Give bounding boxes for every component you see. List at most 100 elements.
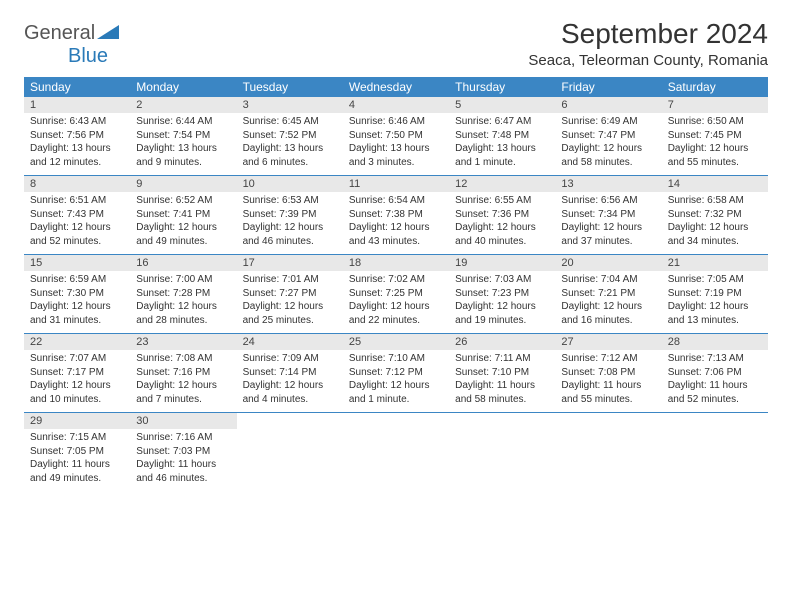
calendar-cell: 30Sunrise: 7:16 AMSunset: 7:03 PMDayligh… bbox=[130, 413, 236, 491]
day-number: 25 bbox=[343, 334, 449, 350]
calendar-cell: 11Sunrise: 6:54 AMSunset: 7:38 PMDayligh… bbox=[343, 176, 449, 254]
day-number: 14 bbox=[662, 176, 768, 192]
calendar: Sunday Monday Tuesday Wednesday Thursday… bbox=[24, 77, 768, 491]
day-detail: Sunrise: 7:01 AMSunset: 7:27 PMDaylight:… bbox=[237, 271, 343, 331]
day-header-tuesday: Tuesday bbox=[237, 77, 343, 97]
day-detail: Sunrise: 7:07 AMSunset: 7:17 PMDaylight:… bbox=[24, 350, 130, 410]
day-header-saturday: Saturday bbox=[662, 77, 768, 97]
day-number: 13 bbox=[555, 176, 661, 192]
day-number: 10 bbox=[237, 176, 343, 192]
title-block: September 2024 Seaca, Teleorman County, … bbox=[528, 18, 768, 69]
logo-triangle-icon bbox=[97, 25, 119, 39]
calendar-cell: 19Sunrise: 7:03 AMSunset: 7:23 PMDayligh… bbox=[449, 255, 555, 333]
day-detail: Sunrise: 7:12 AMSunset: 7:08 PMDaylight:… bbox=[555, 350, 661, 410]
calendar-cell bbox=[555, 413, 661, 491]
calendar-cell: 28Sunrise: 7:13 AMSunset: 7:06 PMDayligh… bbox=[662, 334, 768, 412]
day-number: 22 bbox=[24, 334, 130, 350]
day-header-friday: Friday bbox=[555, 77, 661, 97]
day-detail: Sunrise: 7:09 AMSunset: 7:14 PMDaylight:… bbox=[237, 350, 343, 410]
day-detail: Sunrise: 6:45 AMSunset: 7:52 PMDaylight:… bbox=[237, 113, 343, 173]
calendar-cell: 4Sunrise: 6:46 AMSunset: 7:50 PMDaylight… bbox=[343, 97, 449, 175]
calendar-cell: 12Sunrise: 6:55 AMSunset: 7:36 PMDayligh… bbox=[449, 176, 555, 254]
calendar-cell: 13Sunrise: 6:56 AMSunset: 7:34 PMDayligh… bbox=[555, 176, 661, 254]
location: Seaca, Teleorman County, Romania bbox=[528, 52, 768, 69]
day-detail: Sunrise: 7:08 AMSunset: 7:16 PMDaylight:… bbox=[130, 350, 236, 410]
day-number: 28 bbox=[662, 334, 768, 350]
calendar-cell: 1Sunrise: 6:43 AMSunset: 7:56 PMDaylight… bbox=[24, 97, 130, 175]
day-number: 1 bbox=[24, 97, 130, 113]
calendar-cell: 15Sunrise: 6:59 AMSunset: 7:30 PMDayligh… bbox=[24, 255, 130, 333]
calendar-cell: 7Sunrise: 6:50 AMSunset: 7:45 PMDaylight… bbox=[662, 97, 768, 175]
day-number: 8 bbox=[24, 176, 130, 192]
calendar-cell: 23Sunrise: 7:08 AMSunset: 7:16 PMDayligh… bbox=[130, 334, 236, 412]
day-detail: Sunrise: 6:46 AMSunset: 7:50 PMDaylight:… bbox=[343, 113, 449, 173]
day-header-sunday: Sunday bbox=[24, 77, 130, 97]
day-number: 2 bbox=[130, 97, 236, 113]
day-detail: Sunrise: 7:13 AMSunset: 7:06 PMDaylight:… bbox=[662, 350, 768, 410]
day-number: 16 bbox=[130, 255, 236, 271]
day-detail: Sunrise: 6:58 AMSunset: 7:32 PMDaylight:… bbox=[662, 192, 768, 252]
calendar-cell bbox=[662, 413, 768, 491]
day-number: 27 bbox=[555, 334, 661, 350]
day-detail: Sunrise: 7:02 AMSunset: 7:25 PMDaylight:… bbox=[343, 271, 449, 331]
day-number: 7 bbox=[662, 97, 768, 113]
day-detail: Sunrise: 6:54 AMSunset: 7:38 PMDaylight:… bbox=[343, 192, 449, 252]
day-number: 29 bbox=[24, 413, 130, 429]
week-row: 29Sunrise: 7:15 AMSunset: 7:05 PMDayligh… bbox=[24, 413, 768, 491]
day-number: 12 bbox=[449, 176, 555, 192]
day-number: 5 bbox=[449, 97, 555, 113]
calendar-cell: 16Sunrise: 7:00 AMSunset: 7:28 PMDayligh… bbox=[130, 255, 236, 333]
calendar-cell bbox=[237, 413, 343, 491]
day-number: 20 bbox=[555, 255, 661, 271]
day-detail: Sunrise: 6:51 AMSunset: 7:43 PMDaylight:… bbox=[24, 192, 130, 252]
day-detail: Sunrise: 7:05 AMSunset: 7:19 PMDaylight:… bbox=[662, 271, 768, 331]
day-detail: Sunrise: 6:55 AMSunset: 7:36 PMDaylight:… bbox=[449, 192, 555, 252]
day-number: 23 bbox=[130, 334, 236, 350]
day-number: 26 bbox=[449, 334, 555, 350]
day-detail: Sunrise: 6:43 AMSunset: 7:56 PMDaylight:… bbox=[24, 113, 130, 173]
logo: General Blue bbox=[24, 18, 119, 68]
day-number: 15 bbox=[24, 255, 130, 271]
calendar-cell: 14Sunrise: 6:58 AMSunset: 7:32 PMDayligh… bbox=[662, 176, 768, 254]
day-number: 11 bbox=[343, 176, 449, 192]
day-number: 3 bbox=[237, 97, 343, 113]
calendar-cell: 5Sunrise: 6:47 AMSunset: 7:48 PMDaylight… bbox=[449, 97, 555, 175]
calendar-cell: 20Sunrise: 7:04 AMSunset: 7:21 PMDayligh… bbox=[555, 255, 661, 333]
day-detail: Sunrise: 7:15 AMSunset: 7:05 PMDaylight:… bbox=[24, 429, 130, 489]
day-number: 21 bbox=[662, 255, 768, 271]
day-detail: Sunrise: 7:11 AMSunset: 7:10 PMDaylight:… bbox=[449, 350, 555, 410]
calendar-cell: 26Sunrise: 7:11 AMSunset: 7:10 PMDayligh… bbox=[449, 334, 555, 412]
logo-main: General bbox=[24, 22, 95, 44]
month-title: September 2024 bbox=[528, 18, 768, 50]
day-detail: Sunrise: 7:04 AMSunset: 7:21 PMDaylight:… bbox=[555, 271, 661, 331]
calendar-cell: 22Sunrise: 7:07 AMSunset: 7:17 PMDayligh… bbox=[24, 334, 130, 412]
day-number: 30 bbox=[130, 413, 236, 429]
day-detail: Sunrise: 7:00 AMSunset: 7:28 PMDaylight:… bbox=[130, 271, 236, 331]
day-detail: Sunrise: 7:10 AMSunset: 7:12 PMDaylight:… bbox=[343, 350, 449, 410]
calendar-cell: 17Sunrise: 7:01 AMSunset: 7:27 PMDayligh… bbox=[237, 255, 343, 333]
calendar-cell: 10Sunrise: 6:53 AMSunset: 7:39 PMDayligh… bbox=[237, 176, 343, 254]
calendar-cell: 25Sunrise: 7:10 AMSunset: 7:12 PMDayligh… bbox=[343, 334, 449, 412]
calendar-cell: 21Sunrise: 7:05 AMSunset: 7:19 PMDayligh… bbox=[662, 255, 768, 333]
calendar-cell bbox=[343, 413, 449, 491]
day-detail: Sunrise: 6:44 AMSunset: 7:54 PMDaylight:… bbox=[130, 113, 236, 173]
calendar-cell: 27Sunrise: 7:12 AMSunset: 7:08 PMDayligh… bbox=[555, 334, 661, 412]
calendar-cell: 3Sunrise: 6:45 AMSunset: 7:52 PMDaylight… bbox=[237, 97, 343, 175]
day-number: 6 bbox=[555, 97, 661, 113]
calendar-cell: 6Sunrise: 6:49 AMSunset: 7:47 PMDaylight… bbox=[555, 97, 661, 175]
calendar-cell: 9Sunrise: 6:52 AMSunset: 7:41 PMDaylight… bbox=[130, 176, 236, 254]
day-detail: Sunrise: 6:47 AMSunset: 7:48 PMDaylight:… bbox=[449, 113, 555, 173]
day-header-thursday: Thursday bbox=[449, 77, 555, 97]
week-row: 1Sunrise: 6:43 AMSunset: 7:56 PMDaylight… bbox=[24, 97, 768, 176]
week-row: 15Sunrise: 6:59 AMSunset: 7:30 PMDayligh… bbox=[24, 255, 768, 334]
day-detail: Sunrise: 6:56 AMSunset: 7:34 PMDaylight:… bbox=[555, 192, 661, 252]
day-number: 19 bbox=[449, 255, 555, 271]
day-header-wednesday: Wednesday bbox=[343, 77, 449, 97]
day-headers-row: Sunday Monday Tuesday Wednesday Thursday… bbox=[24, 77, 768, 97]
calendar-cell: 24Sunrise: 7:09 AMSunset: 7:14 PMDayligh… bbox=[237, 334, 343, 412]
calendar-cell: 29Sunrise: 7:15 AMSunset: 7:05 PMDayligh… bbox=[24, 413, 130, 491]
header: General Blue September 2024 Seaca, Teleo… bbox=[24, 18, 768, 69]
day-number: 18 bbox=[343, 255, 449, 271]
day-number: 9 bbox=[130, 176, 236, 192]
logo-text: General Blue bbox=[24, 22, 119, 68]
